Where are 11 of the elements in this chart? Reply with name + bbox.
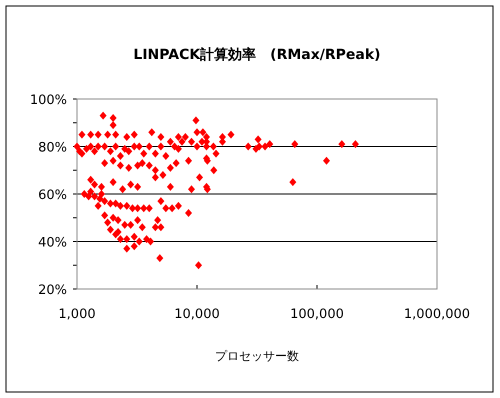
x-tick-label: 1,000 bbox=[58, 307, 96, 322]
chart-title: LINPACK計算効率 (RMax/RPeak) bbox=[133, 46, 381, 63]
y-tick-label: 60% bbox=[38, 188, 67, 203]
y-tick-label: 20% bbox=[38, 283, 67, 298]
x-tick-label: 10,000 bbox=[174, 307, 220, 322]
y-tick-label: 100% bbox=[30, 93, 67, 108]
x-tick-label: 100,000 bbox=[290, 307, 344, 322]
x-axis-title: プロセッサー数 bbox=[215, 349, 299, 363]
x-tick-label: 1,000,000 bbox=[404, 307, 470, 322]
y-tick-label: 80% bbox=[38, 140, 67, 156]
y-tick-label: 40% bbox=[38, 236, 67, 250]
